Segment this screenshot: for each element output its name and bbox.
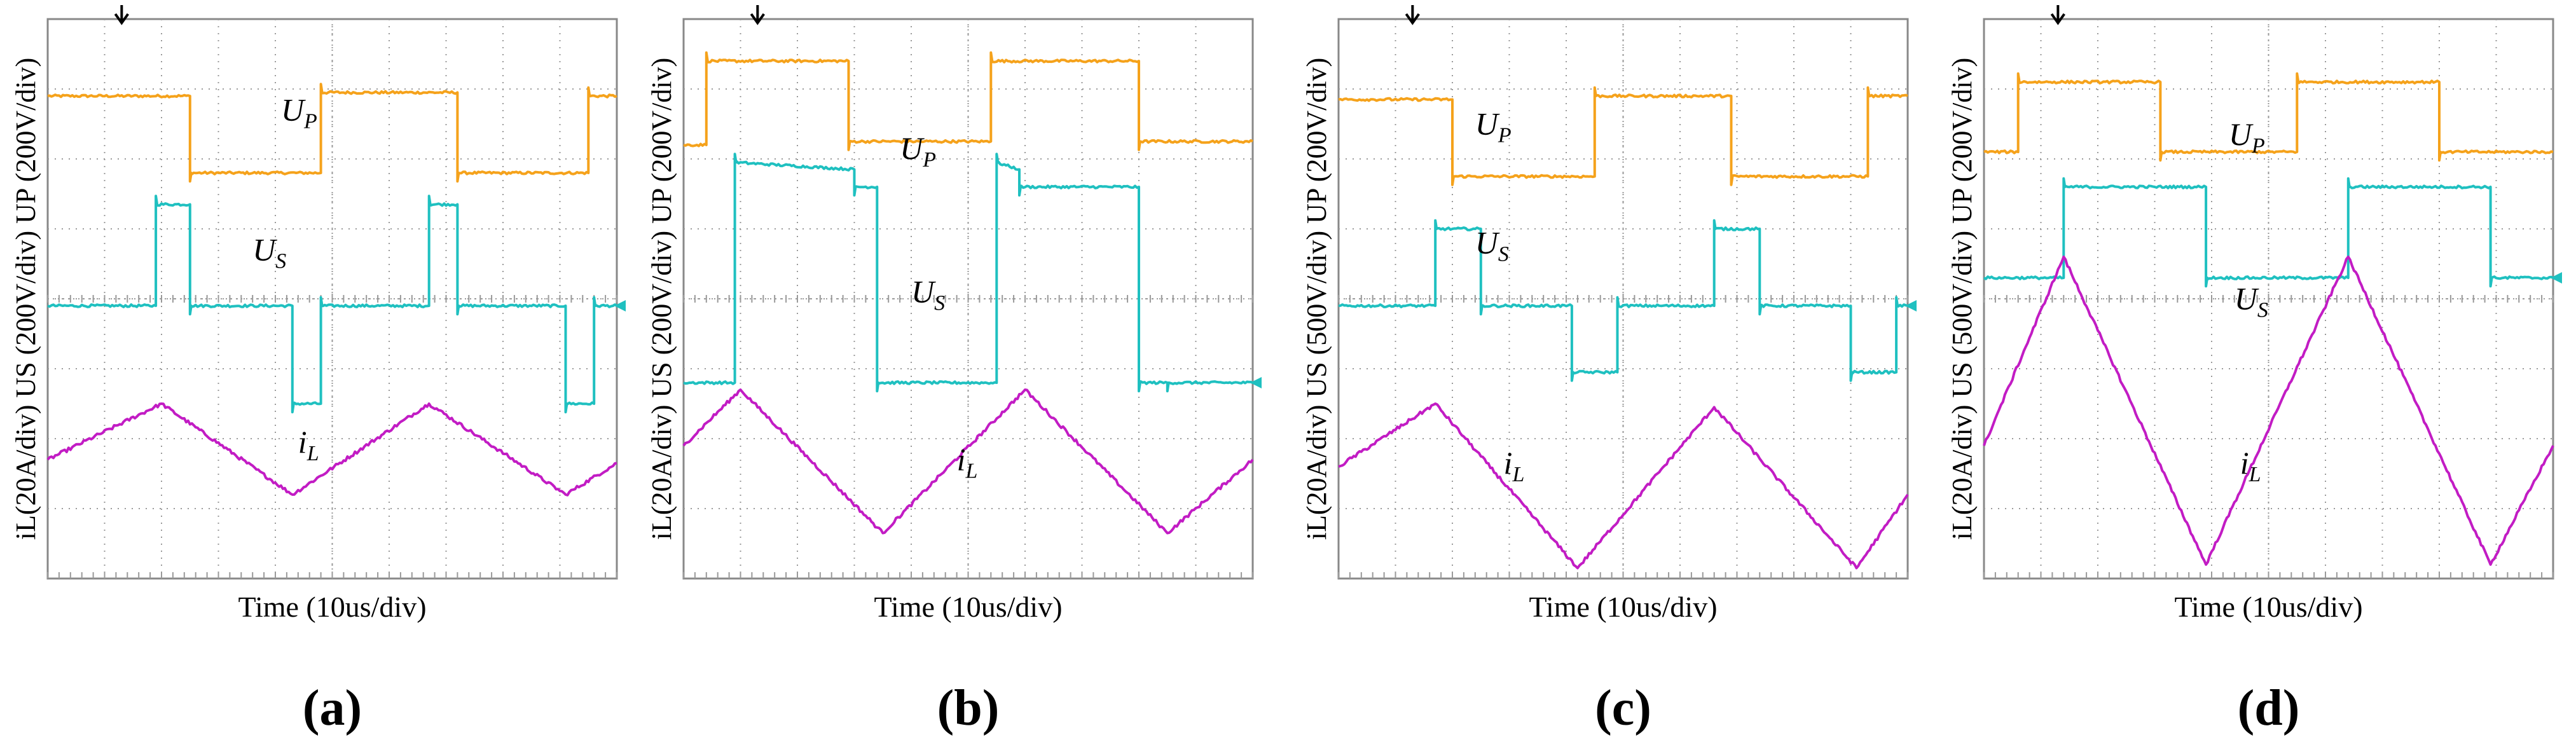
- trace-label-sub: P: [1498, 124, 1512, 147]
- trace-label-main: U: [252, 232, 277, 268]
- trace-up: [1983, 72, 2554, 162]
- trace-il: [46, 402, 617, 497]
- trace-label-sub: S: [1498, 243, 1509, 266]
- trace-il: [682, 388, 1254, 535]
- panel-d: UP US iL iL(20A/div) US (500V/div) UP (200V…: [1936, 0, 2572, 747]
- trace-label-il: iL: [957, 442, 978, 483]
- trace-label-main: U: [1475, 225, 1500, 261]
- grid: [683, 19, 1253, 579]
- panel-tag: (c): [1595, 680, 1651, 736]
- trace-label-sub: S: [934, 292, 945, 315]
- trace-label-main: i: [2240, 445, 2249, 481]
- grid: [1983, 19, 2554, 579]
- trace-label-main: U: [2229, 116, 2254, 152]
- trace-label-main: i: [298, 424, 307, 460]
- trace-label-sub: P: [2251, 134, 2265, 158]
- trace-up: [47, 83, 617, 183]
- trace-label-sub: S: [275, 250, 286, 273]
- trace-up: [1338, 86, 1908, 186]
- trace-label-main: i: [957, 442, 966, 477]
- channel-marker-icon: [1905, 300, 1917, 312]
- panel-c: UP US iL iL(20A/div) US (500V/div) UP (200V…: [1291, 0, 1927, 747]
- trace-us: [47, 195, 618, 414]
- channel-marker-icon: [2551, 272, 2562, 284]
- y-axis-label: iL(20A/div) US (200V/div) UP (200V/div): [10, 58, 41, 540]
- trace-label-sub: P: [922, 148, 936, 172]
- trigger-arrow-icon: [750, 5, 765, 25]
- panel-a: UP US iL iL(20A/div) US (200V/div) UP (200V…: [0, 0, 636, 747]
- panel-tag: (d): [2238, 680, 2300, 736]
- y-axis-label: iL(20A/div) US (500V/div) UP (200V/div): [1301, 58, 1332, 540]
- trace-label-sub: P: [303, 110, 317, 134]
- trace-label-us: US: [2235, 281, 2268, 322]
- trace-label-il: iL: [1504, 445, 1525, 486]
- trace-label-up: UP: [281, 92, 317, 134]
- trace-label-main: U: [2235, 281, 2259, 317]
- panel-tag: (b): [937, 680, 1000, 736]
- trigger-arrow-icon: [1405, 5, 1420, 25]
- trigger-arrow-icon: [114, 5, 129, 25]
- trace-label-up: UP: [900, 130, 936, 172]
- x-axis-label: Time (10us/div): [238, 591, 426, 623]
- trace-label-sub: L: [965, 460, 978, 483]
- x-axis-label: Time (10us/div): [2174, 591, 2362, 623]
- grid: [1338, 19, 1908, 579]
- trace-label-up: UP: [1475, 106, 1512, 147]
- trace-label-main: U: [900, 130, 925, 166]
- trace-label-il: iL: [2240, 445, 2261, 486]
- channel-marker-icon: [614, 300, 626, 312]
- trigger-arrow-icon: [2050, 5, 2065, 25]
- y-axis-label: iL(20A/div) US (500V/div) UP (200V/div): [1946, 58, 1978, 540]
- trace-label-us: US: [252, 232, 286, 273]
- trace-up: [683, 51, 1253, 151]
- panel-b: UP US iL iL(20A/div) US (200V/div) UP (200V…: [636, 0, 1272, 747]
- grid: [47, 19, 617, 579]
- trace-label-sub: L: [307, 442, 319, 465]
- trace-label-main: U: [911, 274, 936, 310]
- x-axis-label: Time (10us/div): [1529, 591, 1717, 623]
- trace-label-main: U: [281, 92, 306, 128]
- trace-label-sub: L: [1512, 463, 1524, 486]
- channel-marker-icon: [1250, 377, 1262, 388]
- y-axis-label: iL(20A/div) US (200V/div) UP (200V/div): [646, 58, 677, 540]
- trace-il: [1338, 402, 1909, 570]
- trace-us: [683, 153, 1253, 393]
- trace-label-sub: L: [2249, 463, 2261, 486]
- trace-label-us: US: [1475, 225, 1509, 266]
- trace-label-il: iL: [298, 424, 319, 465]
- trace-label-main: i: [1504, 445, 1513, 481]
- x-axis-label: Time (10us/div): [874, 591, 1062, 623]
- trace-us: [1338, 219, 1908, 382]
- trace-label-up: UP: [2229, 116, 2265, 158]
- panel-tag: (a): [303, 680, 362, 736]
- trace-label-main: U: [1475, 106, 1500, 142]
- trace-label-us: US: [911, 274, 945, 315]
- trace-il: [1983, 256, 2554, 566]
- trace-label-sub: S: [2257, 299, 2268, 322]
- trace-us: [1983, 177, 2554, 288]
